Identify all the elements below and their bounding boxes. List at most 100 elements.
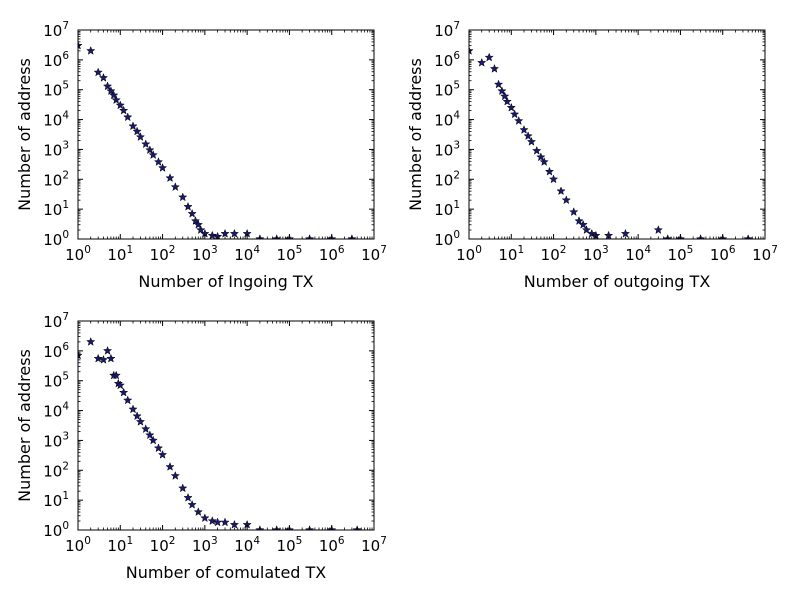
data-point — [118, 105, 129, 115]
data-point — [207, 516, 217, 525]
data-point — [532, 145, 542, 155]
data-point — [506, 102, 516, 112]
data-point — [115, 380, 125, 390]
data-point — [190, 216, 201, 225]
data-point — [578, 219, 588, 229]
y-tick-label: 104 — [43, 401, 69, 421]
y-axis-label: Number of address — [15, 58, 34, 211]
data-points — [469, 45, 753, 239]
data-point — [574, 216, 584, 225]
data-point — [115, 100, 125, 110]
data-point — [196, 225, 206, 234]
data-point — [502, 96, 512, 106]
data-point — [141, 424, 151, 434]
panel-comulated: 100 101 102 103 104 105 106 1071001011021031041… — [15, 311, 387, 582]
data-point — [220, 517, 230, 527]
y-tick-label: 102 — [43, 169, 69, 189]
y-tick-label: 101 — [434, 199, 460, 219]
data-point — [539, 157, 549, 166]
data-point — [123, 395, 133, 405]
data-point — [109, 90, 119, 100]
data-point — [170, 470, 180, 480]
data-point — [561, 195, 571, 205]
y-tick-label: 107 — [43, 311, 69, 331]
y-tick-label: 106 — [43, 341, 69, 361]
data-point — [153, 443, 164, 453]
data-point — [207, 230, 217, 239]
data-point — [193, 507, 203, 516]
data-point — [141, 139, 151, 149]
data-point — [128, 121, 138, 131]
data-point — [509, 109, 520, 119]
data-point — [187, 499, 197, 509]
y-tick-label: 103 — [43, 139, 69, 159]
y-tick-label: 100 — [434, 229, 460, 249]
data-point — [514, 116, 524, 125]
data-point — [106, 353, 116, 363]
data-point — [145, 430, 155, 440]
axes-frame — [77, 320, 375, 531]
data-point — [148, 435, 158, 445]
data-point — [111, 95, 121, 105]
y-tick-label: 101 — [43, 199, 69, 219]
data-point — [98, 354, 109, 364]
y-tick-label: 105 — [434, 80, 460, 100]
data-point — [229, 519, 240, 529]
data-point — [170, 182, 180, 192]
data-point — [123, 112, 133, 122]
data-point — [78, 350, 83, 360]
y-tick-label: 100 — [43, 520, 69, 540]
data-point — [118, 387, 129, 397]
data-point — [102, 81, 113, 91]
data-point — [544, 166, 555, 176]
axes-frame — [77, 29, 375, 240]
data-point — [132, 126, 142, 136]
y-tick-label: 102 — [434, 169, 460, 189]
data-point — [111, 370, 121, 380]
data-point — [556, 186, 566, 196]
data-point — [102, 345, 113, 355]
data-point — [620, 228, 631, 238]
data-point — [106, 86, 116, 96]
data-point — [98, 72, 109, 82]
data-point — [183, 492, 193, 502]
data-point — [500, 91, 510, 101]
y-tick-label: 106 — [434, 50, 460, 70]
data-point — [93, 67, 103, 77]
y-tick-label: 106 — [43, 50, 69, 70]
data-point — [145, 145, 155, 155]
data-point — [157, 163, 168, 172]
data-point — [165, 173, 175, 183]
data-point — [200, 513, 210, 523]
data-point — [178, 483, 188, 493]
y-tick-label: 105 — [43, 80, 69, 100]
axes-frame — [468, 29, 766, 240]
data-point — [128, 404, 138, 414]
data-point — [78, 40, 83, 50]
data-point — [653, 225, 663, 234]
data-point — [86, 45, 96, 55]
data-point — [178, 192, 188, 202]
y-tick-label: 107 — [434, 20, 460, 40]
y-tick-label: 104 — [43, 110, 69, 130]
data-point — [497, 86, 507, 96]
data-point — [536, 152, 546, 162]
data-point — [519, 125, 529, 134]
x-axis-label: Number of comulated TX — [126, 563, 327, 582]
y-tick-label: 100 — [43, 229, 69, 249]
y-tick-label: 103 — [434, 139, 460, 159]
y-tick-label: 104 — [434, 110, 460, 130]
data-point — [135, 416, 146, 426]
data-point — [193, 219, 203, 229]
data-point — [153, 157, 164, 166]
data-point — [220, 228, 230, 238]
data-point — [229, 228, 240, 238]
data-point — [187, 208, 197, 218]
data-point — [157, 449, 168, 459]
data-point — [165, 461, 175, 471]
data-point — [581, 225, 592, 234]
data-point — [493, 79, 504, 89]
data-point — [135, 132, 146, 142]
